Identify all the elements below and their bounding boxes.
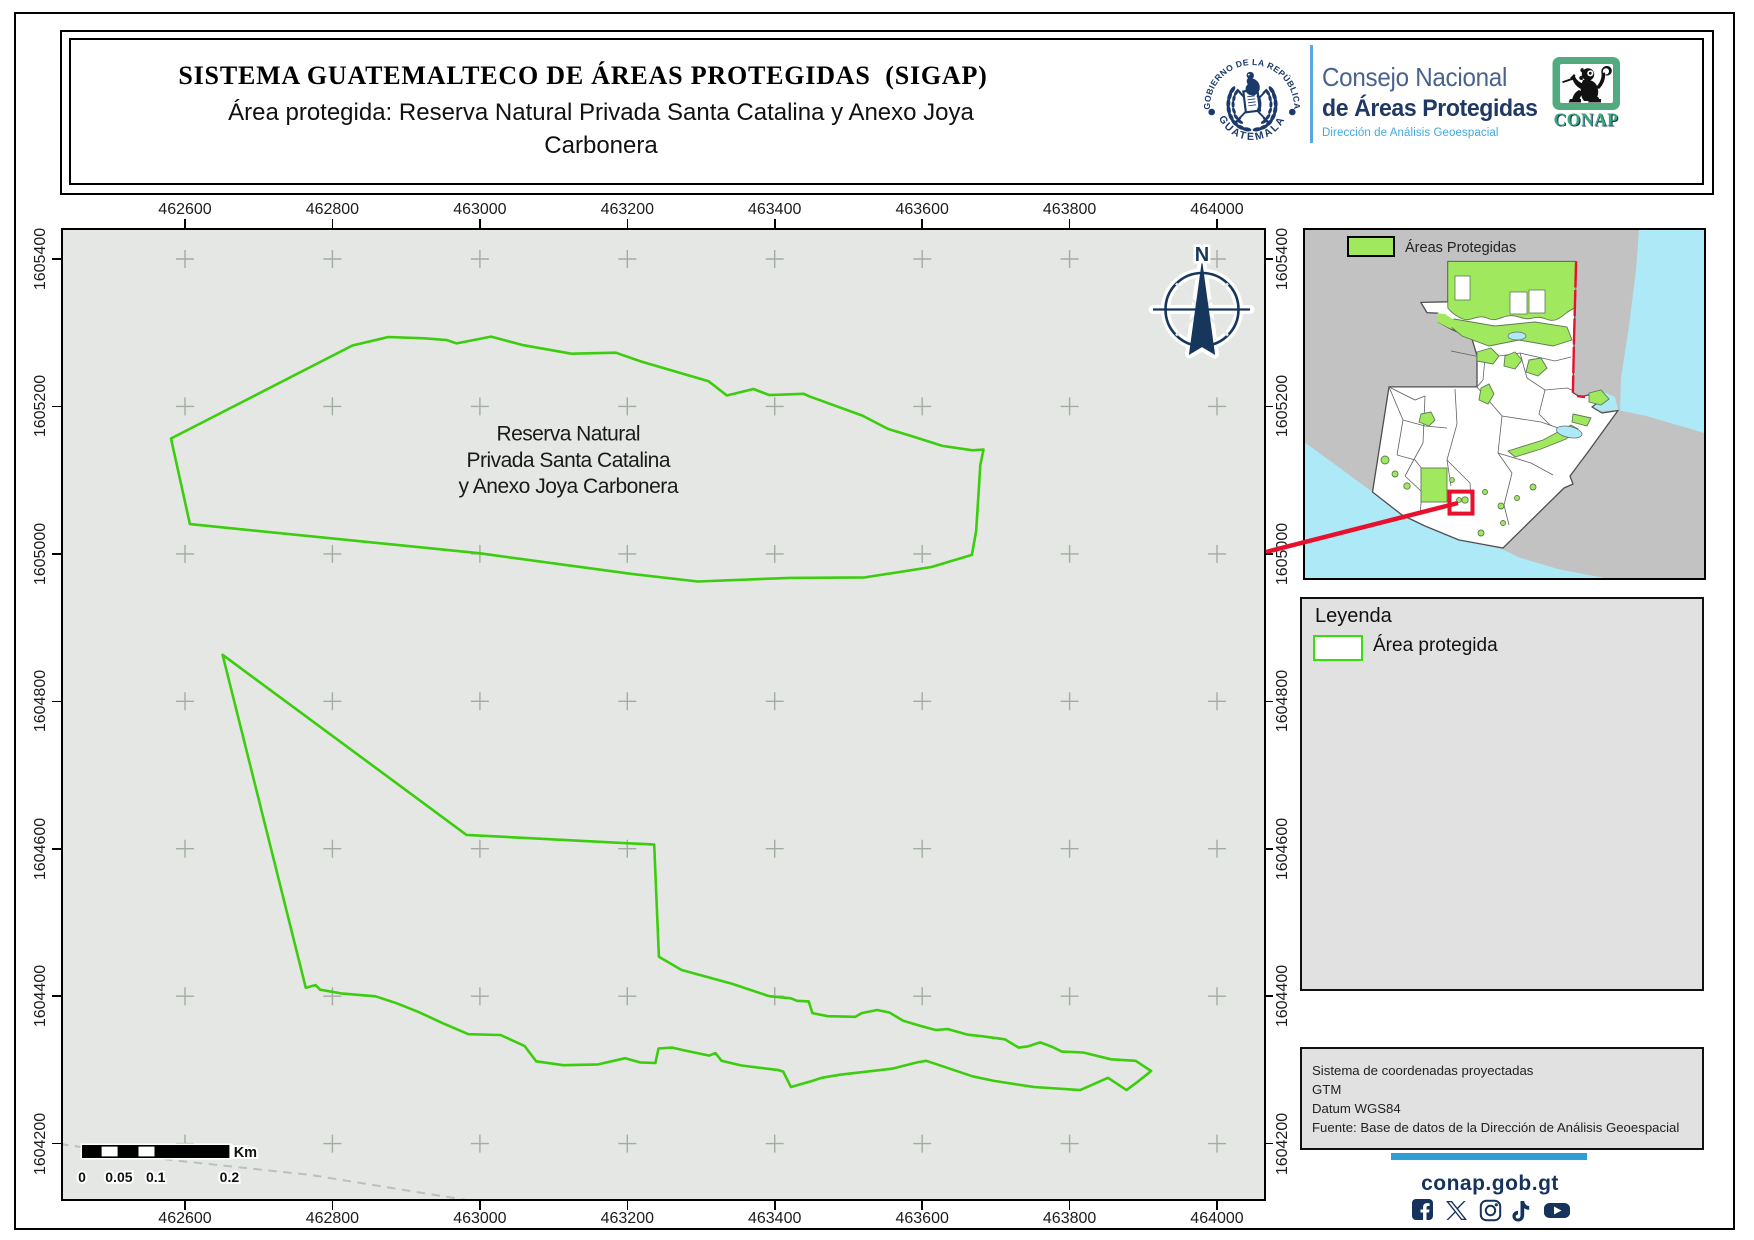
svg-text:Reserva Natural: Reserva Natural bbox=[497, 423, 641, 446]
svg-text:Áreas Protegidas: Áreas Protegidas bbox=[1405, 239, 1516, 256]
svg-text:0.1: 0.1 bbox=[146, 1169, 166, 1185]
svg-text:CONAP: CONAP bbox=[1554, 110, 1619, 130]
svg-text:GUATEMALA: GUATEMALA bbox=[1216, 113, 1288, 143]
svg-text:0.05: 0.05 bbox=[105, 1169, 132, 1185]
svg-text:Km: Km bbox=[234, 1145, 257, 1161]
svg-text:0.2: 0.2 bbox=[220, 1169, 240, 1185]
svg-text:CONAP: CONAP bbox=[1555, 111, 1620, 131]
svg-text:0: 0 bbox=[78, 1169, 86, 1185]
svg-text:Privada Santa Catalina: Privada Santa Catalina bbox=[467, 449, 671, 472]
svg-text:N: N bbox=[1195, 244, 1209, 266]
svg-text:y Anexo Joya Carbonera: y Anexo Joya Carbonera bbox=[459, 475, 679, 498]
